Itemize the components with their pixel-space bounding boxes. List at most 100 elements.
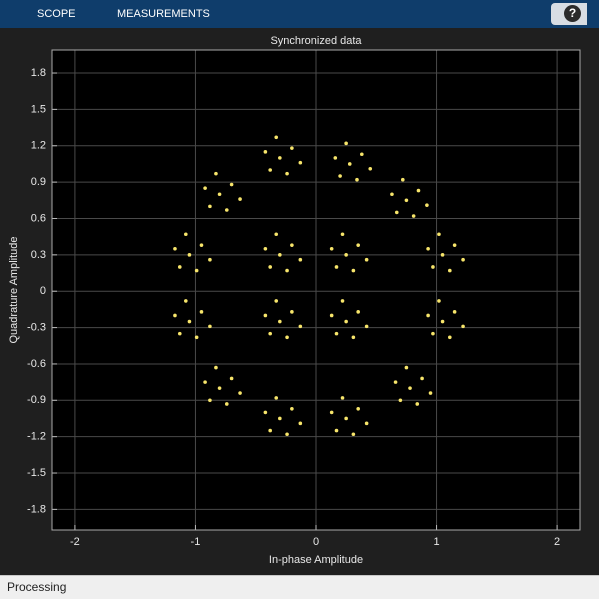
point xyxy=(298,160,303,165)
point xyxy=(224,208,229,212)
point xyxy=(278,156,282,160)
point xyxy=(184,299,188,303)
point xyxy=(285,268,289,273)
point xyxy=(426,246,430,251)
tab[interactable]: SCOPE xyxy=(37,8,76,20)
status-bar: Processing xyxy=(0,575,599,599)
point xyxy=(285,432,289,437)
point xyxy=(344,319,348,324)
y-tick-label: -0.9 xyxy=(27,394,46,406)
point xyxy=(263,313,268,318)
point xyxy=(208,204,212,209)
y-tick-label: 0.9 xyxy=(31,176,46,188)
point xyxy=(208,398,212,403)
point xyxy=(364,257,369,262)
point xyxy=(360,152,364,157)
point xyxy=(364,324,369,329)
point xyxy=(199,310,204,314)
point xyxy=(187,319,192,324)
point xyxy=(461,324,465,329)
point xyxy=(329,313,334,318)
help-button[interactable]: ? xyxy=(551,3,587,25)
point xyxy=(404,365,409,370)
point xyxy=(334,428,339,433)
point xyxy=(177,331,182,336)
point xyxy=(208,257,212,262)
point xyxy=(394,210,399,215)
point xyxy=(351,268,356,273)
point xyxy=(290,406,294,411)
point xyxy=(452,243,457,247)
point xyxy=(351,432,356,437)
y-tick-label: 0.3 xyxy=(31,249,46,261)
point xyxy=(263,246,268,251)
x-tick-label: 2 xyxy=(554,536,560,548)
point xyxy=(217,192,222,197)
point xyxy=(290,146,294,150)
point xyxy=(356,243,360,247)
y-tick-label: 1.8 xyxy=(31,67,46,79)
point xyxy=(431,331,435,336)
point xyxy=(448,268,452,273)
point xyxy=(187,253,192,257)
point xyxy=(203,380,207,384)
point xyxy=(268,168,272,172)
point xyxy=(404,198,409,203)
point xyxy=(448,335,452,340)
point xyxy=(416,188,421,193)
point xyxy=(298,257,303,262)
point xyxy=(393,380,398,384)
point xyxy=(356,310,360,314)
y-tick-label: -1.8 xyxy=(27,503,46,515)
point xyxy=(268,265,272,269)
point xyxy=(440,253,445,257)
point xyxy=(194,335,199,340)
point xyxy=(229,182,234,187)
point xyxy=(329,246,334,251)
chart-title: Synchronized data xyxy=(270,35,362,47)
point xyxy=(390,192,394,197)
point xyxy=(344,416,348,421)
point xyxy=(334,331,339,336)
point xyxy=(408,386,412,390)
y-tick-label: -1.5 xyxy=(27,467,46,479)
point xyxy=(278,319,282,324)
y-tick-label: -0.6 xyxy=(27,358,46,370)
point xyxy=(340,299,345,303)
point xyxy=(368,166,373,171)
point xyxy=(344,253,348,257)
point xyxy=(334,265,339,269)
point xyxy=(437,232,441,237)
point xyxy=(278,253,282,257)
axes-box xyxy=(51,49,581,531)
point xyxy=(425,203,429,207)
x-axis-label: In-phase Amplitude xyxy=(269,554,363,566)
point xyxy=(177,265,182,269)
point xyxy=(217,386,222,390)
point xyxy=(238,197,242,201)
point xyxy=(274,396,279,400)
help-icon: ? xyxy=(564,5,581,22)
point xyxy=(214,171,218,176)
point xyxy=(398,398,403,403)
point xyxy=(224,402,229,406)
point xyxy=(340,396,345,400)
point xyxy=(415,402,420,406)
point xyxy=(263,410,268,415)
point xyxy=(274,299,279,303)
y-tick-label: 1.5 xyxy=(31,103,46,115)
x-tick-label: 0 xyxy=(313,536,319,548)
tab[interactable]: MEASUREMENTS xyxy=(117,8,210,20)
y-axis-label: Quadrature Amplitude xyxy=(8,236,20,343)
point xyxy=(428,391,433,395)
point xyxy=(355,177,359,182)
point xyxy=(420,376,424,381)
point xyxy=(184,232,188,237)
toolbar: SCOPE MEASUREMENTS ? xyxy=(0,0,599,28)
point xyxy=(431,265,435,269)
point xyxy=(290,243,294,247)
point xyxy=(340,232,345,237)
y-tick-label: 1.2 xyxy=(31,140,46,152)
point xyxy=(364,421,369,426)
